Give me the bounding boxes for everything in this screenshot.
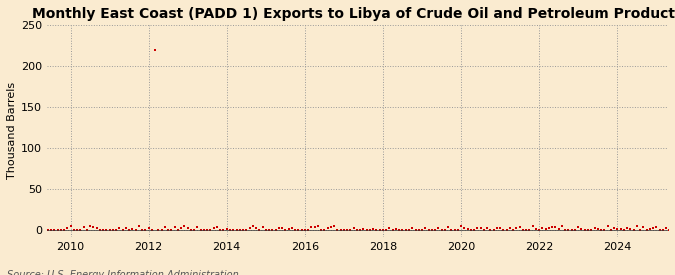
Text: Source: U.S. Energy Information Administration: Source: U.S. Energy Information Administ… xyxy=(7,271,238,275)
Title: Monthly East Coast (PADD 1) Exports to Libya of Crude Oil and Petroleum Products: Monthly East Coast (PADD 1) Exports to L… xyxy=(32,7,675,21)
Y-axis label: Thousand Barrels: Thousand Barrels xyxy=(7,82,17,179)
